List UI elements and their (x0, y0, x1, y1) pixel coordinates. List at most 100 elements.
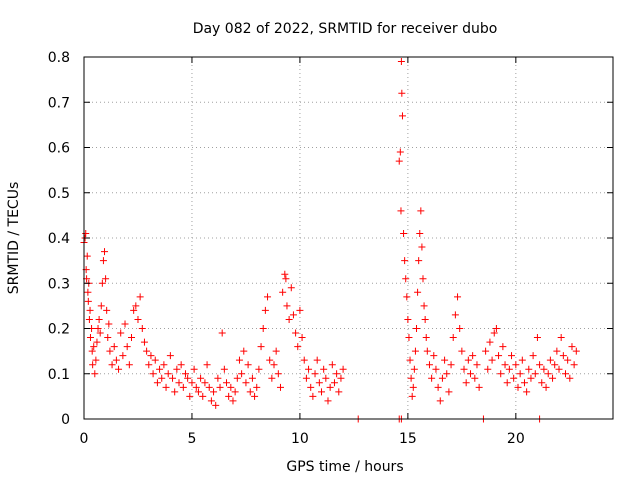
data-point (300, 356, 308, 364)
data-point (307, 383, 315, 391)
x-tick-label: 20 (507, 431, 525, 447)
data-point (184, 374, 192, 382)
data-point (557, 334, 565, 342)
data-point (419, 275, 427, 283)
data-point (296, 306, 304, 314)
y-tick-label: 0 (61, 412, 70, 428)
data-point (469, 352, 477, 360)
data-point (94, 325, 102, 332)
data-point (473, 361, 481, 369)
data-point (115, 365, 123, 373)
data-point (244, 361, 252, 369)
data-point (405, 334, 413, 342)
data-point (445, 388, 453, 396)
data-point (156, 365, 164, 373)
data-point (91, 370, 99, 378)
data-point (510, 374, 518, 382)
data-point (84, 288, 92, 296)
data-point (132, 302, 140, 310)
data-point (311, 370, 319, 378)
grid-lines (84, 57, 613, 419)
data-point (531, 370, 539, 378)
data-point (145, 361, 153, 369)
data-point (416, 229, 424, 237)
data-point (320, 365, 328, 373)
data-point (525, 365, 533, 373)
data-point (544, 370, 552, 378)
data-point (298, 334, 306, 342)
data-point (488, 356, 496, 364)
data-point (151, 356, 159, 364)
data-point (186, 392, 194, 400)
data-point (259, 325, 267, 332)
data-point (546, 356, 554, 364)
data-point (97, 302, 105, 310)
data-point (490, 329, 498, 337)
data-point (420, 302, 428, 310)
data-point (527, 374, 535, 382)
data-point (411, 347, 419, 355)
data-point (414, 288, 422, 296)
data-point (398, 89, 406, 97)
data-point (454, 293, 462, 301)
data-point (309, 392, 317, 400)
data-point (492, 325, 500, 332)
data-point (438, 374, 446, 382)
data-point (520, 379, 528, 387)
data-point (398, 112, 406, 120)
data-point (401, 257, 409, 265)
data-point (203, 361, 211, 369)
data-point (462, 379, 470, 387)
data-point (400, 229, 408, 237)
data-point (572, 347, 580, 355)
data-point (305, 365, 313, 373)
data-point (106, 347, 114, 355)
data-point (413, 325, 421, 332)
data-point (501, 361, 509, 369)
data-point (289, 311, 297, 319)
data-point (404, 315, 412, 323)
x-tick-label: 0 (80, 431, 89, 447)
data-point (518, 356, 526, 364)
data-point (194, 388, 202, 396)
data-point (418, 243, 426, 251)
data-point (335, 388, 343, 396)
data-point (188, 379, 196, 387)
data-point (88, 347, 96, 355)
data-point (282, 275, 290, 283)
data-point (551, 361, 559, 369)
data-point (101, 248, 109, 256)
data-point (466, 370, 474, 378)
data-point (553, 347, 561, 355)
data-point (197, 374, 205, 382)
data-point (337, 374, 345, 382)
data-point (149, 370, 157, 378)
data-point (98, 279, 106, 287)
data-points (80, 58, 580, 423)
data-point (287, 284, 295, 292)
data-point (92, 356, 100, 364)
data-point (105, 320, 113, 328)
data-point (421, 315, 429, 323)
data-point (251, 392, 259, 400)
data-point (460, 365, 468, 373)
data-point (117, 329, 125, 337)
data-point (395, 157, 403, 165)
data-point (220, 365, 228, 373)
data-point (451, 311, 459, 319)
data-point (90, 343, 98, 351)
data-point (396, 148, 404, 156)
data-point (538, 379, 546, 387)
data-point (529, 352, 537, 360)
data-point (86, 334, 94, 342)
data-point (229, 397, 237, 405)
data-point (397, 207, 405, 215)
data-point (171, 388, 179, 396)
data-point (339, 365, 347, 373)
data-point (397, 58, 405, 66)
data-point (153, 379, 161, 387)
data-point (99, 257, 107, 265)
data-point (264, 293, 272, 301)
x-tick-label: 5 (187, 431, 196, 447)
